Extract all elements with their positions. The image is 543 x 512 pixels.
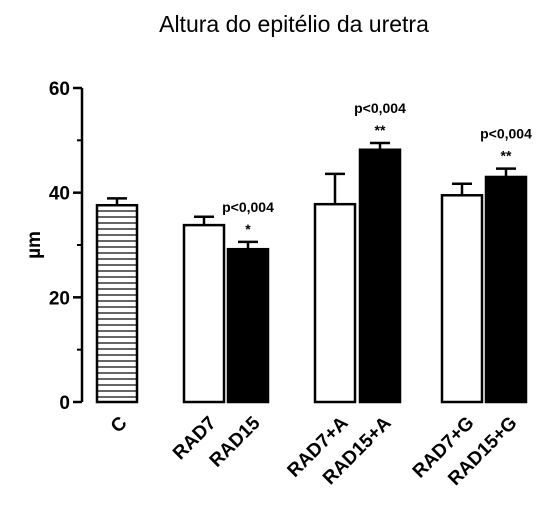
- y-tick-label: 20: [49, 288, 70, 309]
- bar-rad7-plus-g: [442, 195, 482, 402]
- bars-group: [97, 143, 526, 402]
- y-tick-label: 0: [59, 393, 70, 414]
- bar-rad15-plus-g: [486, 177, 526, 402]
- chart-title: Altura do epitélio da uretra: [159, 11, 429, 37]
- p-value-annotation: p<0,004: [480, 126, 532, 142]
- significance-marker: *: [245, 221, 251, 237]
- significance-marker: **: [501, 148, 512, 164]
- x-tick-label: C: [107, 412, 132, 437]
- p-value-annotation: p<0,004: [222, 199, 274, 215]
- y-axis-label: µm: [24, 231, 45, 259]
- p-value-annotation: p<0,004: [354, 100, 406, 116]
- x-tick-label: RAD15: [206, 412, 265, 471]
- bar-rad15: [228, 249, 268, 402]
- bar-rad7-plus-a: [315, 204, 355, 402]
- y-axis: 0 20 40 60: [49, 79, 82, 414]
- bar-rad7: [184, 225, 224, 402]
- bar-rad15-plus-a: [360, 150, 400, 402]
- y-tick-label: 60: [49, 79, 70, 100]
- bar-c: [97, 205, 137, 402]
- significance-marker: **: [375, 122, 386, 138]
- y-tick-label: 40: [49, 184, 70, 205]
